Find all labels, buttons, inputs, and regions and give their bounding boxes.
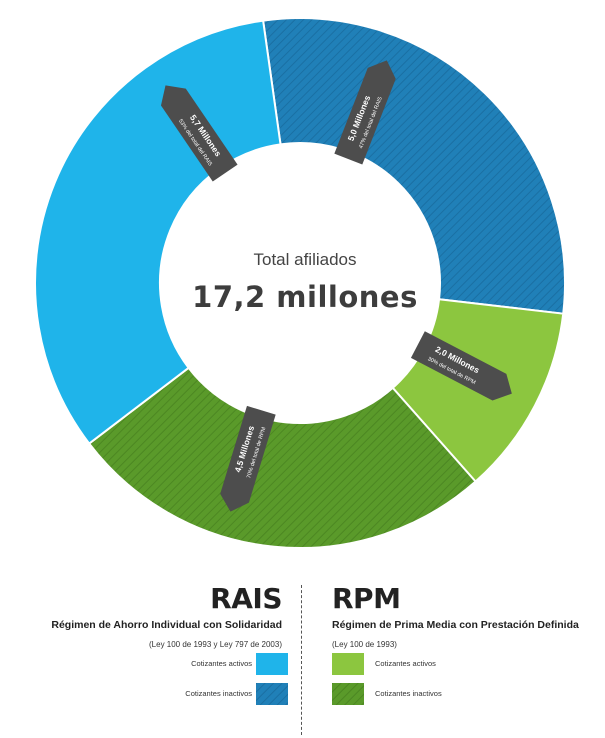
- callout-shape: [410, 331, 512, 401]
- legend-rais-inactive-label: Cotizantes inactivos: [185, 689, 252, 698]
- callout-shape: [160, 85, 238, 182]
- slice-rais-active: [34, 19, 282, 445]
- legend-divider: [301, 585, 302, 735]
- legend-rpm-active-label: Cotizantes activos: [375, 659, 436, 668]
- legend-rpm-inactive-swatch: [332, 683, 364, 705]
- legend-rais-subtitle: Régimen de Ahorro Individual con Solidar…: [51, 619, 282, 631]
- slice-rais-inactive: [261, 17, 566, 315]
- slice-rpm-inactive: [87, 366, 477, 549]
- center-total: 17,2 millones: [192, 280, 418, 314]
- legend-rais-title: RAIS: [210, 582, 282, 615]
- legend-rais-active-label: Cotizantes activos: [191, 659, 252, 668]
- legend-rpm-title: RPM: [332, 582, 401, 615]
- legend-rpm: RPM Régimen de Prima Media con Prestació…: [332, 582, 579, 650]
- legend-rais-law: (Ley 100 de 1993 y Ley 797 de 2003): [149, 640, 282, 649]
- legend-rais-inactive-swatch: [256, 683, 288, 705]
- callout-shape: [220, 405, 276, 512]
- legend-rpm-inactive-label: Cotizantes inactivos: [375, 689, 442, 698]
- legend-rpm-law: (Ley 100 de 1993): [332, 640, 397, 649]
- legend-rais-active-swatch: [256, 653, 288, 675]
- legend-rpm-subtitle: Régimen de Prima Media con Prestación De…: [332, 619, 579, 631]
- legend-rpm-active-swatch: [332, 653, 364, 675]
- callout-shape: [334, 60, 396, 165]
- center-subtitle: Total afiliados: [253, 250, 357, 269]
- legend-rais: RAIS Régimen de Ahorro Individual con So…: [51, 582, 282, 650]
